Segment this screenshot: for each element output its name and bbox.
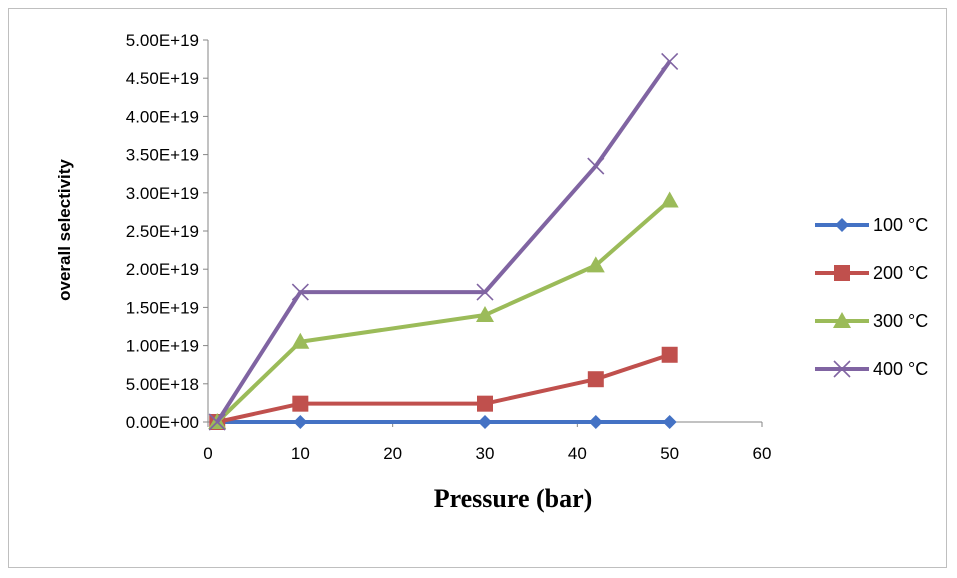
- y-axis-label: overall selectivity: [55, 159, 74, 301]
- series-0: [210, 415, 677, 429]
- legend-label: 400 °C: [873, 359, 928, 379]
- series-line: [215, 60, 672, 424]
- y-tick-label: 0.00E+00: [126, 413, 199, 432]
- y-tick-label: 2.00E+19: [126, 260, 199, 279]
- legend: 100 °C 200 °C 300 °C 400 °C: [815, 215, 928, 379]
- marker-stroke: [476, 283, 494, 301]
- data-point: [292, 395, 309, 412]
- y-tick-label: 4.50E+19: [126, 69, 199, 88]
- x-tick-label: 50: [660, 444, 679, 463]
- x-axis-label: Pressure (bar): [434, 484, 593, 513]
- data-point: [291, 332, 310, 349]
- x-tick-label: 20: [383, 444, 402, 463]
- marker-stroke: [833, 360, 851, 378]
- data-point: [662, 415, 677, 429]
- x-tick-label: 10: [291, 444, 310, 463]
- y-tick-label: 5.00E+19: [126, 31, 199, 50]
- data-point: [586, 256, 605, 273]
- data-point: [476, 283, 494, 301]
- y-tick-label: 1.00E+19: [126, 337, 199, 356]
- data-point: [291, 283, 309, 301]
- legend-item: 400 °C: [815, 359, 928, 379]
- data-point: [208, 413, 226, 431]
- data-point: [477, 395, 493, 412]
- series-layer: [208, 52, 679, 431]
- chart-frame: [8, 8, 947, 568]
- data-point: [293, 415, 308, 429]
- axes: 0.00E+00 5.00E+18 1.00E+19 1.50E+19 2.00E+19…: [126, 31, 772, 463]
- marker-stroke: [291, 283, 309, 301]
- legend-item: 100 °C: [815, 215, 928, 235]
- legend-item: 200 °C: [815, 263, 928, 283]
- y-tick-label: 3.00E+19: [126, 184, 199, 203]
- data-point: [660, 191, 679, 208]
- y-tick-label: 5.00E+18: [126, 375, 199, 394]
- data-point: [587, 157, 605, 175]
- y-tick-label: 1.50E+19: [126, 298, 199, 317]
- series-line: [215, 198, 671, 424]
- x-tick-label: 60: [753, 444, 772, 463]
- legend-marker: [835, 218, 849, 232]
- marker-stroke: [587, 157, 605, 175]
- y-tick-label: 2.50E+19: [126, 222, 199, 241]
- legend-label: 200 °C: [873, 263, 928, 283]
- data-point: [478, 415, 492, 429]
- series-2: [208, 191, 679, 429]
- data-point: [661, 52, 679, 70]
- legend-label: 300 °C: [873, 311, 928, 331]
- marker-stroke: [661, 52, 679, 70]
- series-3: [208, 52, 679, 431]
- data-point: [476, 306, 494, 323]
- data-point: [587, 371, 604, 388]
- data-point: [588, 415, 603, 429]
- y-tick-label: 4.00E+19: [126, 107, 199, 126]
- marker-stroke: [208, 413, 226, 431]
- y-tick-label: 3.50E+19: [126, 146, 199, 165]
- legend-marker: [833, 312, 851, 328]
- series-line: [216, 352, 671, 424]
- data-point: [661, 346, 678, 363]
- legend-label: 100 °C: [873, 215, 928, 235]
- legend-item: 300 °C: [815, 311, 928, 331]
- x-tick-label: 0: [203, 444, 212, 463]
- legend-marker: [833, 360, 851, 378]
- x-tick-label: 40: [568, 444, 587, 463]
- x-tick-label: 30: [476, 444, 495, 463]
- legend-marker: [834, 265, 850, 281]
